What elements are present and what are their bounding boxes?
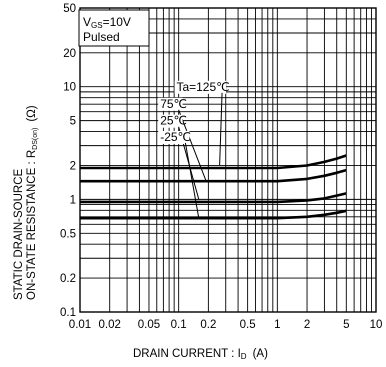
x-axis-label: DRAIN CURRENT : ID (A) [133, 348, 268, 361]
series-label: Ta=125℃ [176, 80, 229, 94]
x-tick-label: 5 [343, 319, 349, 331]
x-tick-label: 0.2 [200, 319, 216, 331]
svg-text:VGS=10V: VGS=10V [83, 15, 131, 30]
callout-bg [158, 114, 183, 128]
x-tick-label: 2 [304, 319, 310, 331]
callout-leader [178, 109, 207, 182]
x-tick-label: 0.5 [240, 319, 256, 331]
series-line [80, 192, 347, 204]
x-tick-label: 0.02 [99, 319, 121, 331]
series-label: 75℃ [160, 97, 187, 111]
series-line [80, 154, 347, 170]
x-tick-label: 1 [274, 319, 280, 331]
vgs-value: =10V [103, 15, 131, 29]
y-tick-label: 5 [70, 116, 76, 128]
grid [79, 7, 376, 313]
y-axis-label-line1: STATIC DRAIN-SOURCE [13, 168, 25, 300]
plot-border [79, 7, 377, 313]
conditions-note: VGS=10V Pulsed [78, 9, 150, 47]
vgs-subscript: GS [91, 21, 103, 30]
y-tick-label: 0.5 [60, 228, 76, 240]
plot-frame [79, 7, 377, 313]
y-axis-label-line2: ON-STATE RESISTANCE : RDS(on) (Ω) [26, 105, 39, 300]
y-axis-label-line2-text: ON-STATE RESISTANCE : R [26, 150, 38, 300]
y-axis-label-unit: (Ω) [26, 105, 38, 121]
y-tick-label: 20 [63, 48, 76, 60]
callout-bg [158, 130, 190, 144]
x-axis-label-unit: (A) [253, 348, 269, 360]
y-axis-label: STATIC DRAIN-SOURCE ON-STATE RESISTANCE … [13, 105, 39, 300]
y-tick-label: 2 [70, 160, 76, 172]
y-tick-label: 0.1 [60, 307, 76, 319]
callout-layer: Ta=125℃ 75℃ 25℃ -25℃ [158, 80, 230, 219]
x-tick-label: 10 [370, 319, 383, 331]
y-axis-label-sub: DS(on) [32, 128, 39, 150]
pulsed-label: Pulsed [83, 30, 120, 44]
series-label: 25℃ [160, 114, 187, 128]
series-line [80, 209, 347, 220]
series-line [80, 168, 347, 183]
x-axis-label-text: DRAIN CURRENT : I [133, 348, 241, 360]
y-tick-label: 10 [63, 82, 76, 94]
callout-leader [219, 92, 223, 166]
tick-labels: 0.01 0.02 0.05 0.1 0.2 0.5 1 2 5 10 0.1 0.2 0.5 1 2 5 10… [60, 3, 382, 331]
x-tick-label: 0.05 [138, 319, 160, 331]
series-label: -25℃ [160, 130, 191, 144]
vgs-symbol: V [83, 15, 91, 29]
y-tick-label: 1 [70, 194, 76, 206]
series-layer [80, 154, 347, 220]
x-tick-label: 0.01 [69, 319, 91, 331]
callout-leader [184, 142, 200, 219]
x-axis-label-sub: D [241, 352, 247, 361]
y-tick-label: 50 [63, 3, 76, 15]
x-tick-label: 0.1 [171, 319, 187, 331]
callout-bg [158, 97, 183, 111]
callout-bg [174, 80, 227, 94]
y-tick-label: 0.2 [60, 273, 76, 285]
